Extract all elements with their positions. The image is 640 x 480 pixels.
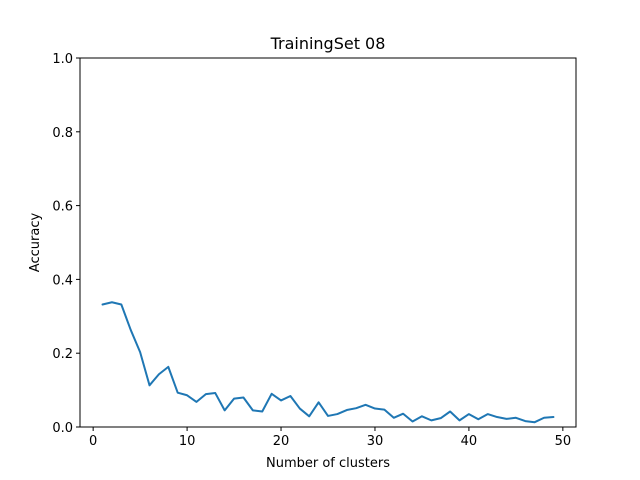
y-axis-ticks: 0.0 0.2 0.4 0.6 0.8 1.0 <box>52 52 80 436</box>
x-tick-label: 0 <box>89 434 97 449</box>
y-tick-label: 0.8 <box>52 126 73 141</box>
x-tick-label: 30 <box>367 434 384 449</box>
series-line <box>101 301 555 424</box>
x-tick-label: 50 <box>555 434 572 449</box>
x-axis-ticks: 0 10 20 30 40 50 <box>89 427 571 449</box>
y-tick-label: 0.2 <box>52 347 73 362</box>
y-tick-label: 1.0 <box>52 52 73 67</box>
x-tick-label: 20 <box>273 434 290 449</box>
y-axis-label: Accuracy <box>28 213 43 273</box>
y-tick-label: 0.6 <box>52 200 73 215</box>
y-tick-label: 0.4 <box>52 273 73 288</box>
x-tick-label: 10 <box>179 434 196 449</box>
y-tick-label: 0.0 <box>52 421 73 436</box>
x-axis-label: Number of clusters <box>266 456 390 471</box>
chart-title: TrainingSet 08 <box>270 34 386 53</box>
x-tick-label: 40 <box>461 434 478 449</box>
plot-area-frame <box>79 57 577 428</box>
